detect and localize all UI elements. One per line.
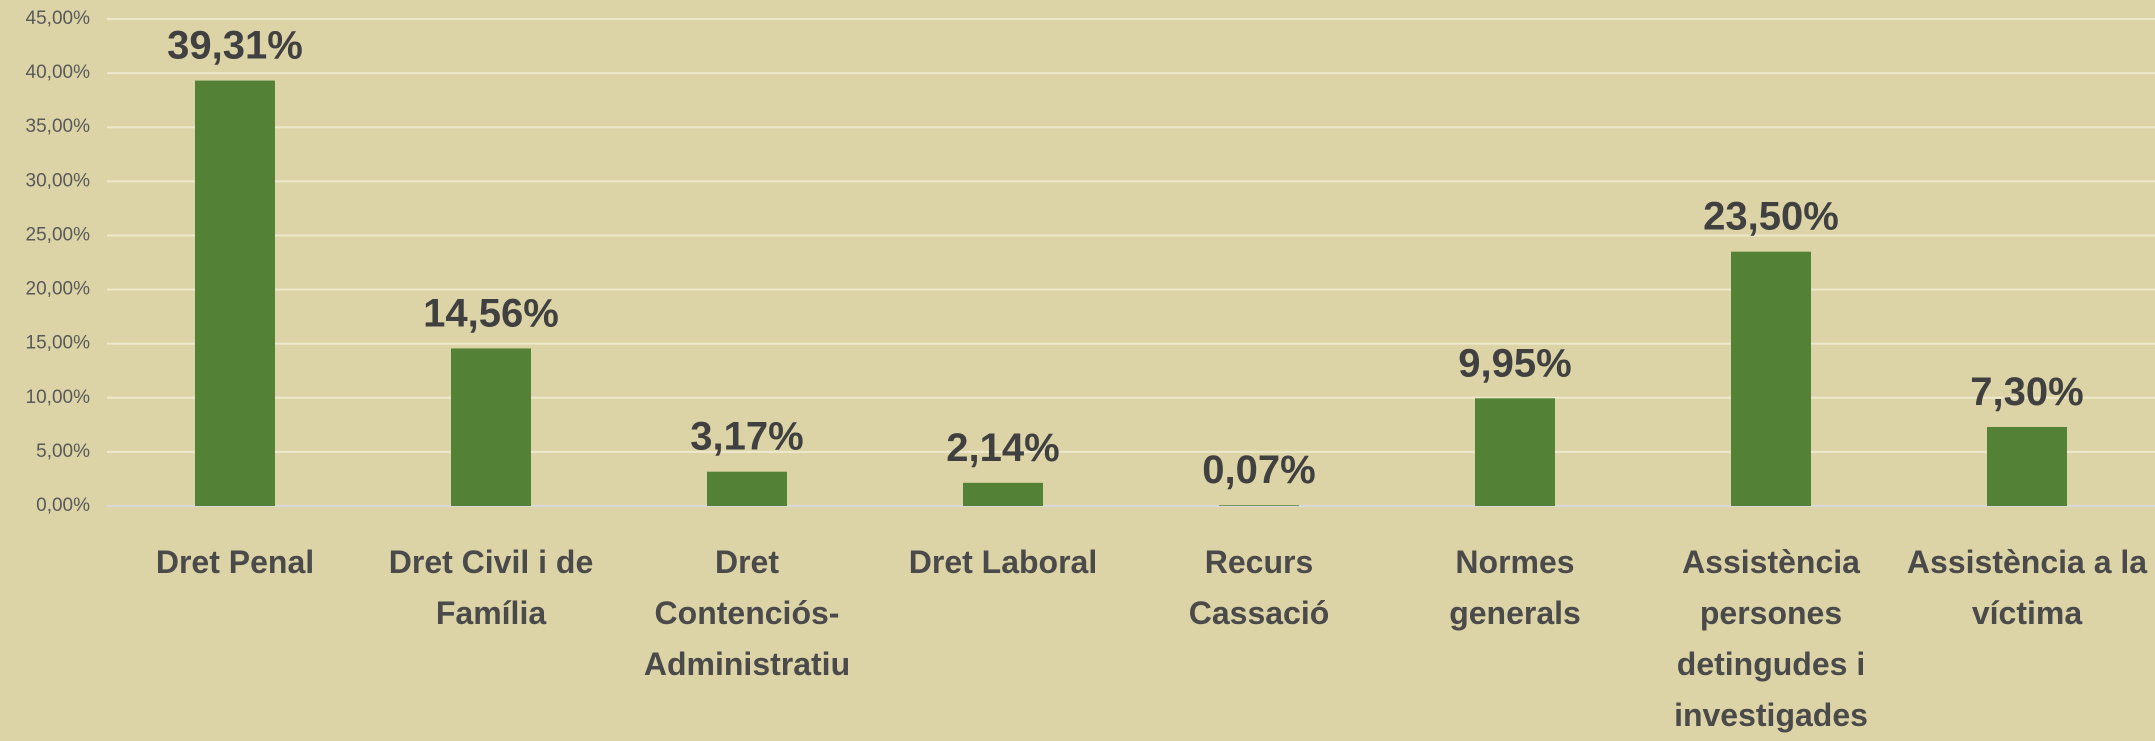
x-tick-label: Dret Laboral — [908, 544, 1098, 580]
x-tick-label: Assistència persones detingudes i invest… — [1674, 544, 1868, 733]
bar — [1731, 251, 1811, 506]
x-tick-label: Assistència a la víctima — [1906, 544, 2148, 631]
y-tick-label: 45,00% — [26, 8, 91, 29]
data-label: 7,30% — [1970, 370, 2083, 414]
bar — [1475, 398, 1555, 506]
y-tick-label: 20,00% — [26, 279, 91, 300]
data-label: 2,14% — [946, 426, 1059, 470]
x-tick-label: Normes generals — [1449, 544, 1581, 631]
data-label: 3,17% — [690, 415, 803, 459]
bar — [963, 482, 1043, 506]
data-label: 39,31% — [167, 24, 303, 68]
x-tick-label: Dret Contenciós-Administratiu — [643, 544, 851, 682]
y-tick-label: 0,00% — [36, 495, 90, 516]
data-label: 9,95% — [1458, 341, 1571, 385]
y-tick-label: 25,00% — [26, 224, 91, 245]
y-tick-label: 35,00% — [26, 116, 91, 137]
bar — [451, 348, 531, 506]
x-tick-label: Dret Civil i de Família — [388, 544, 594, 631]
y-tick-label: 5,00% — [36, 441, 90, 462]
y-tick-label: 30,00% — [26, 170, 91, 191]
y-tick-label: 40,00% — [26, 62, 91, 83]
bar — [195, 80, 275, 507]
bar — [1987, 426, 2067, 506]
data-label: 23,50% — [1703, 195, 1839, 239]
bar — [1219, 505, 1299, 506]
x-tick-label: Recurs Cassació — [1188, 544, 1330, 631]
bar — [707, 471, 787, 506]
data-label: 14,56% — [423, 291, 559, 335]
y-tick-label: 15,00% — [26, 333, 91, 354]
y-tick-label: 10,00% — [26, 387, 91, 408]
data-label: 0,07% — [1202, 448, 1315, 492]
x-tick-label: Dret Penal — [155, 544, 315, 580]
